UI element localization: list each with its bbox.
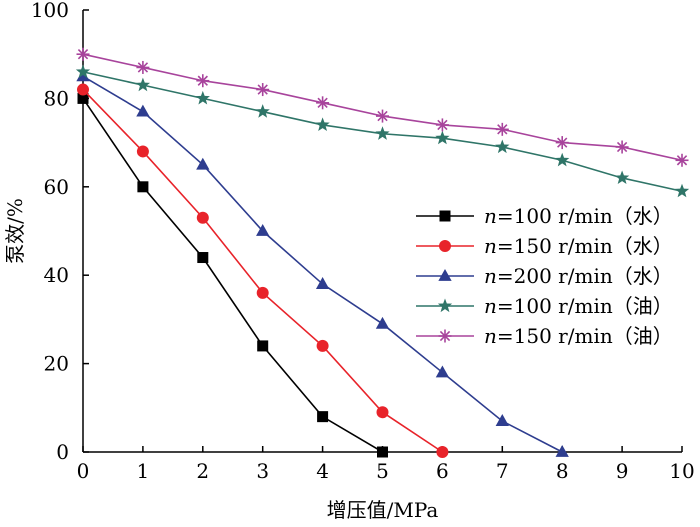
- data-point-marker: [555, 152, 570, 167]
- data-point-marker: [137, 181, 149, 193]
- x-tick-label: 3: [256, 459, 269, 483]
- data-point-marker: [315, 117, 330, 131]
- data-point-marker: [196, 211, 209, 224]
- data-point-marker: [256, 83, 270, 97]
- data-point-marker: [614, 170, 630, 185]
- legend-label: n=100 r/min（油）: [484, 294, 673, 318]
- legend-item: n=200 r/min（水）: [416, 264, 673, 288]
- data-point-marker: [316, 96, 330, 110]
- y-tick-label: 60: [44, 175, 69, 199]
- series-5: [76, 47, 689, 167]
- axes: [82, 10, 682, 453]
- y-tick-label: 20: [44, 352, 69, 376]
- data-point-marker: [436, 446, 449, 458]
- x-tick-label: 0: [77, 459, 90, 483]
- data-point-marker: [315, 277, 330, 289]
- data-point-marker: [256, 286, 269, 299]
- legend-item: n=150 r/min（油）: [416, 324, 673, 348]
- legend-label: n=150 r/min（油）: [484, 324, 673, 348]
- data-point-marker: [675, 153, 689, 167]
- series-2: [77, 83, 449, 458]
- series-3: [76, 69, 569, 457]
- data-point-marker: [555, 445, 569, 457]
- data-point-marker: [136, 60, 150, 74]
- data-point-marker: [377, 446, 388, 458]
- series: [75, 47, 690, 458]
- data-point-marker: [316, 339, 329, 352]
- legend-label: n=100 r/min（水）: [484, 204, 673, 228]
- data-point-marker: [136, 104, 150, 117]
- legend: n=100 r/min（水） n=150 r/min（水） n=200 r/min（…: [416, 204, 673, 348]
- data-point-marker: [435, 365, 450, 378]
- data-point-marker: [196, 74, 210, 88]
- data-point-marker: [376, 406, 389, 419]
- data-point-marker: [196, 157, 210, 170]
- data-point-marker: [437, 298, 453, 313]
- series-4: [75, 64, 690, 198]
- data-point-marker: [435, 118, 449, 132]
- data-point-marker: [195, 90, 210, 105]
- data-point-marker: [256, 224, 270, 236]
- data-point-marker: [75, 64, 91, 78]
- data-point-marker: [495, 139, 510, 154]
- data-point-marker: [76, 47, 90, 61]
- data-point-marker: [435, 130, 450, 145]
- y-axis-title: 泵效/%: [3, 198, 27, 264]
- data-point-marker: [76, 69, 90, 82]
- x-axis-title: 增压值/MPa: [327, 498, 439, 522]
- series-line: [82, 53, 683, 162]
- data-point-marker: [197, 252, 209, 264]
- data-point-marker: [317, 411, 329, 423]
- legend-label: n=150 r/min（水）: [484, 234, 673, 258]
- y-tick-label: 80: [44, 86, 69, 110]
- x-tick-label: 4: [316, 459, 329, 483]
- series-line: [82, 97, 383, 453]
- data-point-marker: [438, 269, 452, 281]
- series-1: [77, 92, 388, 458]
- legend-item: n=100 r/min（水）: [416, 204, 673, 228]
- data-point-marker: [376, 109, 389, 123]
- data-point-marker: [495, 414, 509, 426]
- data-point-marker: [439, 240, 451, 252]
- x-tick-label: 5: [376, 459, 389, 483]
- y-tick-label: 0: [56, 440, 69, 464]
- data-point-marker: [136, 145, 149, 158]
- legend-label: n=200 r/min（水）: [484, 264, 673, 288]
- legend-item: n=100 r/min（油）: [416, 294, 673, 318]
- x-tick-label: 9: [616, 459, 629, 483]
- data-point-marker: [135, 77, 151, 92]
- data-point-marker: [77, 92, 89, 104]
- data-point-marker: [255, 104, 270, 118]
- x-tick-label: 8: [556, 459, 569, 483]
- x-tick-label: 6: [436, 459, 449, 483]
- y-tick-label: 40: [44, 263, 69, 287]
- data-point-marker: [495, 122, 509, 136]
- data-point-marker: [375, 126, 390, 140]
- legend-item: n=150 r/min（水）: [416, 234, 673, 258]
- data-point-marker: [674, 183, 690, 198]
- data-point-marker: [257, 340, 269, 352]
- x-tick-label: 7: [496, 459, 509, 483]
- data-point-marker: [375, 316, 390, 329]
- x-tick-label: 2: [196, 459, 209, 483]
- data-point-marker: [438, 329, 452, 343]
- x-tick-label: 1: [137, 459, 150, 483]
- data-point-marker: [615, 140, 629, 154]
- data-point-marker: [77, 83, 89, 96]
- data-point-marker: [439, 210, 451, 222]
- data-point-marker: [555, 136, 569, 150]
- x-tick-label: 10: [669, 459, 694, 483]
- y-tick-label: 100: [31, 0, 69, 22]
- series-line: [82, 89, 443, 453]
